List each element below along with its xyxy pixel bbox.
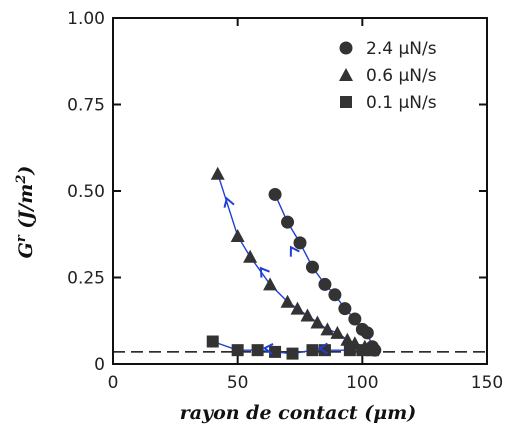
legend-label-series-1: 2.4 μN/s (366, 39, 437, 59)
fit-lines-layer (212, 173, 376, 355)
x-tick-label: 0 (108, 373, 119, 393)
direction-arrow-icon (259, 266, 270, 278)
legend-label-series-2: 0.6 μN/s (366, 66, 437, 86)
data-point-square (206, 335, 219, 348)
x-tick-label: 50 (227, 373, 249, 393)
fit-line-series-3 (212, 340, 373, 355)
direction-arrows-layer (223, 196, 328, 355)
y-tick-label: 1.00 (67, 9, 105, 29)
data-point-square (343, 344, 356, 357)
y-tick-label: 0.25 (67, 269, 105, 289)
plot-frame-layer (112, 17, 488, 365)
direction-arrow-icon (317, 342, 328, 355)
data-point-circle (318, 277, 332, 291)
data-point-square (306, 344, 319, 357)
y-axis-title-units: (J/m (15, 184, 37, 236)
data-point-triangle (230, 228, 245, 242)
legend: 2.4 μN/s 0.6 μN/s 0.1 μN/s (339, 39, 437, 113)
direction-arrow-icon (223, 196, 235, 208)
data-point-triangle (280, 294, 295, 308)
data-point-triangle (243, 249, 258, 263)
data-point-square (356, 344, 369, 357)
x-tick-label: 100 (346, 373, 378, 393)
data-point-triangle (300, 308, 315, 322)
y-tick-label: 0.50 (67, 182, 105, 202)
data-point-triangle (330, 325, 345, 339)
data-point-square (366, 344, 379, 357)
legend-marker-triangle (339, 68, 353, 81)
data-point-circle (348, 312, 362, 326)
data-point-square (231, 344, 244, 357)
direction-arrow-icon (289, 245, 300, 257)
data-point-triangle (210, 166, 225, 180)
data-point-square (251, 344, 264, 357)
data-point-triangle (320, 322, 335, 336)
data-point-circle (338, 302, 352, 316)
y-axis-title-units-exponent: 2 (14, 175, 29, 185)
x-tick-label: 150 (471, 373, 503, 393)
data-point-triangle (263, 277, 278, 291)
data-point-triangle (290, 301, 305, 315)
data-point-circle (328, 288, 342, 302)
y-tick-label: 0.75 (67, 96, 105, 116)
fit-line-series-2 (217, 173, 373, 351)
data-point-circle (305, 260, 319, 274)
y-axis-title-superscript: r (14, 234, 29, 242)
y-tick-label: 0 (94, 355, 105, 375)
data-points-layer (206, 166, 382, 360)
data-point-triangle (340, 332, 355, 346)
data-point-square (269, 345, 282, 358)
tick-labels-layer: 0 50 100 150 0 0.25 0.50 0.75 1.00 (67, 9, 503, 393)
data-point-circle (293, 236, 307, 250)
data-point-circle (281, 215, 295, 229)
data-point-square (286, 347, 299, 360)
data-point-circle (268, 187, 282, 201)
legend-marker-circle (339, 41, 353, 55)
legend-marker-square (340, 96, 352, 108)
y-axis-title-symbol: G (15, 242, 37, 258)
x-axis-title: rayon de contact (μm) (180, 402, 417, 424)
y-axis-title-units-close: ) (15, 166, 37, 176)
data-point-triangle (310, 315, 325, 329)
y-axis-title: Gr (J/m2) (14, 166, 38, 259)
data-point-circle (360, 326, 374, 340)
direction-arrow-icon (262, 343, 274, 355)
legend-label-series-3: 0.1 μN/s (366, 93, 437, 113)
